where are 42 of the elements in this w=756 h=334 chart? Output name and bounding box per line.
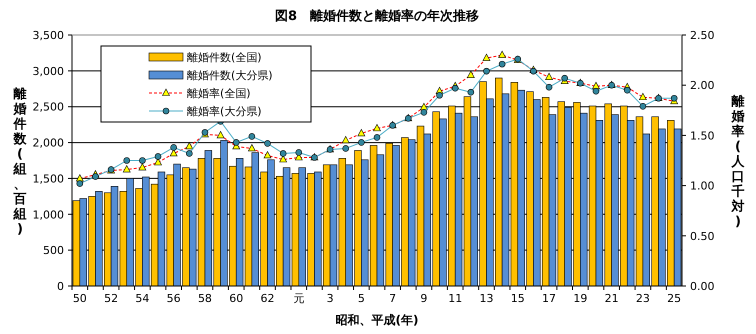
x-tick-label: 25 <box>667 292 682 305</box>
legend-label: 離婚率(大分県) <box>187 105 262 118</box>
x-tick-label: 62 <box>260 292 275 305</box>
x-tick-label: 21 <box>604 292 619 305</box>
x-tick-label: 56 <box>166 292 181 305</box>
chart-title: 図8 離婚件数と離婚率の年次推移 <box>274 8 480 24</box>
x-tick-label: 11 <box>448 292 462 305</box>
x-tick-label: 23 <box>636 292 650 305</box>
y-tick-label: 2,000 <box>32 136 64 150</box>
y2-tick-label: 2.50 <box>690 29 714 42</box>
x-tick-label: 3 <box>326 292 334 305</box>
y-tick-label: 2,500 <box>32 100 64 114</box>
x-tick-label: 60 <box>229 292 244 305</box>
x-tick-label: 50 <box>72 292 87 305</box>
y-tick-label: 500 <box>43 244 64 258</box>
x-tick-label: 7 <box>389 292 396 305</box>
legend-label: 離婚件数(全国) <box>187 51 262 64</box>
legend-label: 離婚件数(大分県) <box>187 69 273 82</box>
y-tick-label: 3,500 <box>32 29 64 42</box>
y2-tick-label: 1.50 <box>690 129 714 142</box>
x-tick-label: 19 <box>573 292 588 305</box>
y2-tick-label: 0.50 <box>690 230 714 243</box>
y2-tick-label: 0.00 <box>690 280 714 293</box>
x-tick-label: 58 <box>198 292 212 305</box>
x-tick-label: 13 <box>479 292 494 305</box>
x-tick-label: 元 <box>293 292 304 305</box>
y2-tick-label: 2.00 <box>690 79 714 92</box>
x-tick-label: 15 <box>510 292 525 305</box>
x-tick-label: 54 <box>135 292 150 305</box>
x-tick-label: 5 <box>358 292 365 305</box>
y-tick-label: 0 <box>57 280 64 293</box>
x-tick-label: 9 <box>420 292 428 305</box>
x-tick-label: 17 <box>542 292 556 305</box>
y-axis-title: 離婚件数(組、百組) <box>14 87 26 237</box>
x-axis-title: 昭和、平成(年) <box>336 313 418 327</box>
y2-axis-title: 離婚率(人口千対) <box>732 94 744 230</box>
x-tick-label: 52 <box>104 292 118 305</box>
y-tick-label: 1,000 <box>32 208 64 222</box>
y-tick-label: 3,000 <box>32 64 64 78</box>
legend-label: 離婚率(全国) <box>187 87 251 100</box>
y2-tick-label: 1.00 <box>690 180 714 193</box>
y-tick-label: 1,500 <box>32 172 64 186</box>
